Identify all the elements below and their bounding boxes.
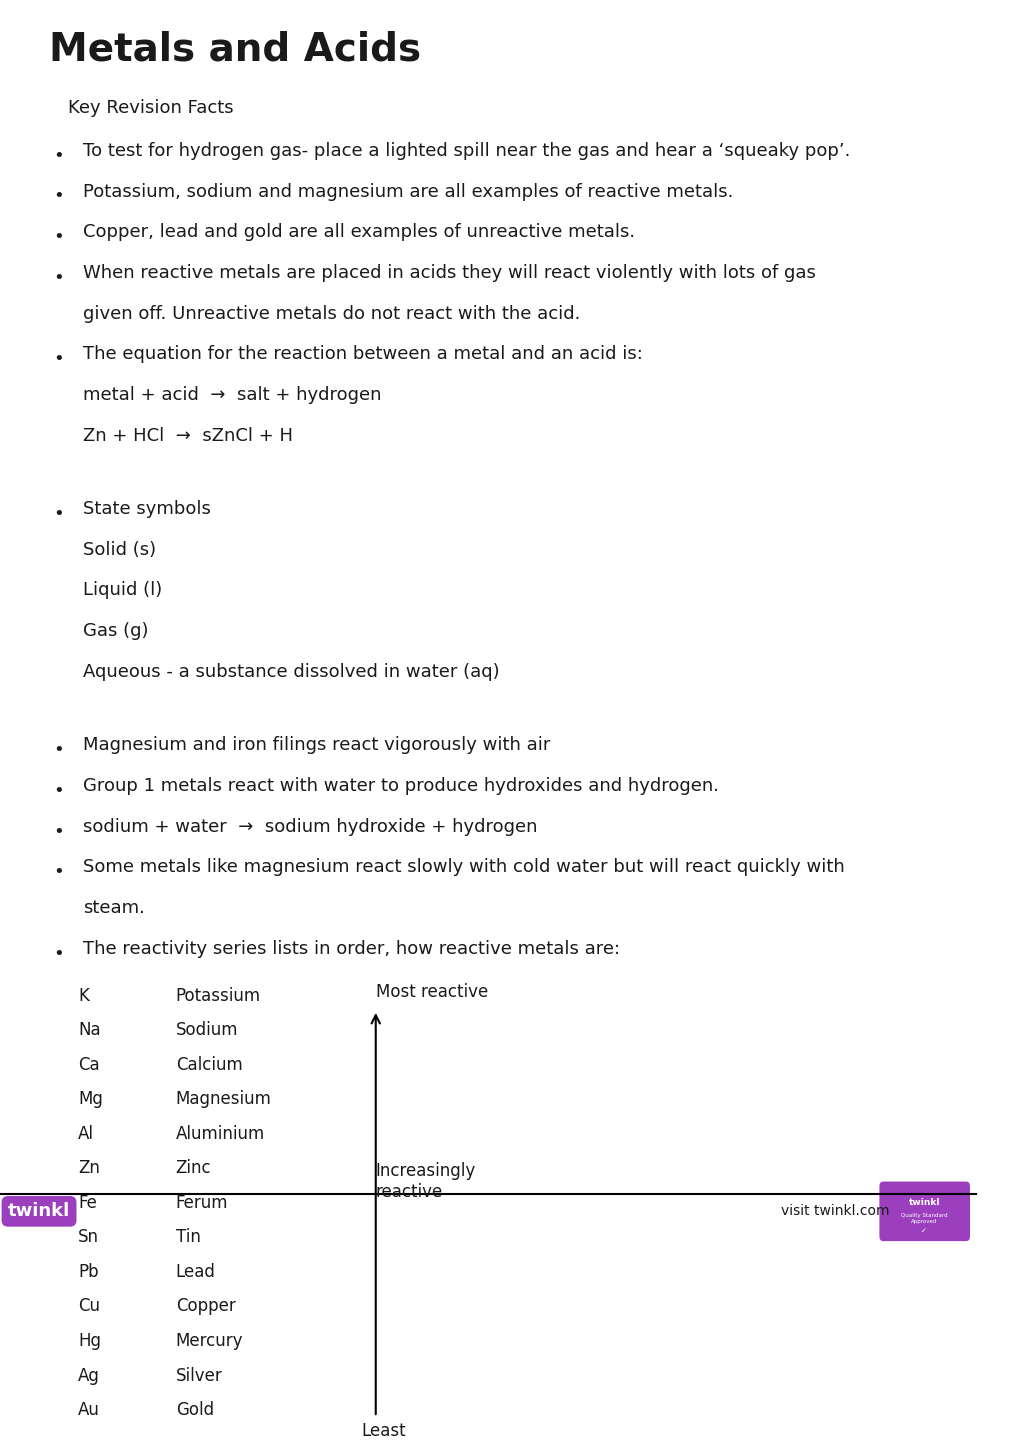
FancyBboxPatch shape [877,1181,970,1242]
Text: Calcium: Calcium [175,1056,243,1074]
Text: Pb: Pb [78,1263,99,1280]
Text: twinkl: twinkl [8,1203,70,1220]
Text: Potassium, sodium and magnesium are all examples of reactive metals.: Potassium, sodium and magnesium are all … [83,183,733,200]
Text: Metals and Acids: Metals and Acids [49,30,421,69]
Text: Magnesium and iron filings react vigorously with air: Magnesium and iron filings react vigorou… [83,737,550,754]
Text: Increasingly
reactive: Increasingly reactive [375,1162,476,1201]
Text: •: • [54,945,64,963]
Text: •: • [54,228,64,247]
Text: •: • [54,505,64,523]
Text: Sn: Sn [78,1229,99,1246]
Text: Solid (s): Solid (s) [83,541,156,559]
Text: Zn + HCl  →  sZnCl + H: Zn + HCl → sZnCl + H [83,427,292,444]
Text: Copper, lead and gold are all examples of unreactive metals.: Copper, lead and gold are all examples o… [83,224,635,241]
Text: Ferum: Ferum [175,1194,228,1211]
Text: Hg: Hg [78,1332,101,1350]
Text: Copper: Copper [175,1298,235,1315]
Text: The reactivity series lists in order, how reactive metals are:: The reactivity series lists in order, ho… [83,940,620,957]
Text: sodium + water  →  sodium hydroxide + hydrogen: sodium + water → sodium hydroxide + hydr… [83,818,537,835]
Text: Lead: Lead [175,1263,215,1280]
Text: Silver: Silver [175,1367,222,1384]
Text: •: • [54,864,64,881]
Text: •: • [54,350,64,368]
Text: Cu: Cu [78,1298,100,1315]
Text: •: • [54,782,64,800]
Text: metal + acid  →  salt + hydrogen: metal + acid → salt + hydrogen [83,386,381,404]
Text: Zn: Zn [78,1159,100,1177]
Text: ✓: ✓ [920,1229,926,1234]
Text: Ag: Ag [78,1367,100,1384]
Text: Some metals like magnesium react slowly with cold water but will react quickly w: Some metals like magnesium react slowly … [83,858,844,877]
Text: twinkl: twinkl [908,1198,940,1207]
Text: Au: Au [78,1402,100,1419]
Text: •: • [54,822,64,841]
Text: Key Revision Facts: Key Revision Facts [68,98,233,117]
Text: Fe: Fe [78,1194,97,1211]
Text: •: • [54,268,64,287]
Text: Gold: Gold [175,1402,214,1419]
Text: State symbols: State symbols [83,500,211,518]
Text: Tin: Tin [175,1229,201,1246]
Text: When reactive metals are placed in acids they will react violently with lots of : When reactive metals are placed in acids… [83,264,815,283]
Text: •: • [54,741,64,758]
Text: Na: Na [78,1021,101,1040]
Text: K: K [78,986,89,1005]
Text: Least
reactive: Least reactive [361,1422,428,1442]
Text: Mg: Mg [78,1090,103,1109]
Text: Ca: Ca [78,1056,100,1074]
Text: Magnesium: Magnesium [175,1090,271,1109]
Text: visit twinkl.com: visit twinkl.com [780,1204,889,1218]
Text: Aqueous - a substance dissolved in water (aq): Aqueous - a substance dissolved in water… [83,663,499,681]
Text: Most reactive: Most reactive [375,983,487,1001]
Text: given off. Unreactive metals do not react with the acid.: given off. Unreactive metals do not reac… [83,304,580,323]
Text: The equation for the reaction between a metal and an acid is:: The equation for the reaction between a … [83,346,642,363]
Text: Mercury: Mercury [175,1332,243,1350]
Text: Gas (g): Gas (g) [83,622,149,640]
Text: Quality Standard
Approved: Quality Standard Approved [900,1213,947,1224]
Text: steam.: steam. [83,898,145,917]
Text: Potassium: Potassium [175,986,261,1005]
Text: Sodium: Sodium [175,1021,237,1040]
Text: Aluminium: Aluminium [175,1125,265,1142]
Text: Zinc: Zinc [175,1159,211,1177]
Text: •: • [54,147,64,164]
Text: Al: Al [78,1125,94,1142]
Text: To test for hydrogen gas- place a lighted spill near the gas and hear a ‘squeaky: To test for hydrogen gas- place a lighte… [83,141,850,160]
Text: Liquid (l): Liquid (l) [83,581,162,600]
Text: Group 1 metals react with water to produce hydroxides and hydrogen.: Group 1 metals react with water to produ… [83,777,718,795]
Text: •: • [54,187,64,206]
